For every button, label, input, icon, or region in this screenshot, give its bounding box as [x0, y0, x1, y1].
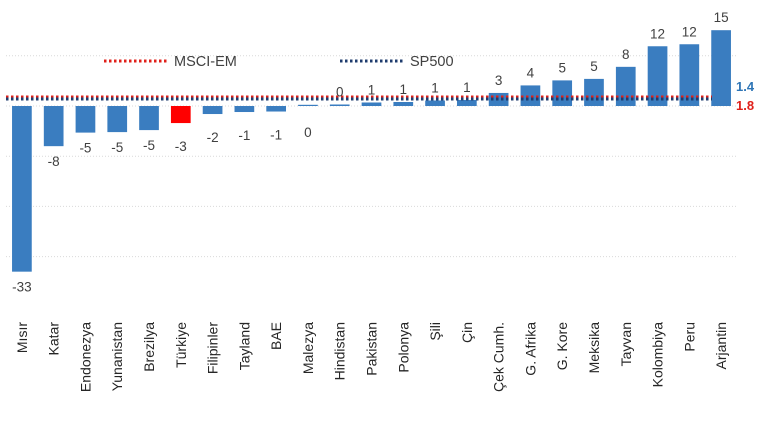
value-label-filipinler: -2 [207, 130, 219, 145]
value-label-polonya: 1 [400, 82, 408, 97]
value-label-pakistan: 1 [368, 82, 376, 97]
sp500-value-label: 1.4 [736, 79, 755, 94]
gridlines [6, 55, 737, 258]
bar-katar [43, 106, 64, 147]
value-label-malezya: 0 [304, 125, 312, 140]
category-label-cin: Çin [459, 322, 475, 343]
bar-arjantin [711, 30, 731, 107]
value-label-tayvan: 8 [622, 47, 630, 62]
bar-brezilya [139, 106, 159, 131]
bar-malezya [298, 104, 318, 106]
value-label-sili: 1 [431, 80, 439, 95]
bar-g-afrika [520, 85, 541, 106]
value-label-kolombiya: 12 [650, 26, 665, 41]
bar-kolombiya [647, 46, 668, 106]
category-label-bae: BAE [268, 322, 284, 350]
bar-polonya [393, 101, 414, 106]
value-label-turkiye: -3 [175, 139, 187, 154]
value-label-peru: 12 [682, 24, 697, 39]
value-label-tayland: -1 [238, 128, 250, 143]
bar-filipinler [202, 106, 223, 115]
reference-lines [6, 95, 712, 101]
bar-pakistan [361, 102, 382, 106]
value-labels: -33 -8 -5 -5 -5 -3 -2 -1 -1 0 0 1 1 1 1 3 4 5 5 8 12 12 15 [12, 10, 728, 294]
category-label-meksika: Meksika [586, 322, 602, 374]
category-label-polonya: Polonya [395, 322, 411, 373]
msci-em-value-label: 1.8 [736, 98, 754, 113]
category-label-kolombiya: Kolombiya [650, 322, 666, 388]
value-label-cin: 1 [463, 80, 471, 95]
category-label-misir: Mısır [14, 322, 30, 353]
bar-hindistan [329, 104, 350, 106]
value-label-hindistan: 0 [336, 84, 344, 99]
value-label-misir: -33 [12, 280, 32, 295]
bar-tayvan [615, 66, 636, 106]
category-label-brezilya: Brezilya [141, 322, 157, 372]
value-label-meksika: 5 [590, 59, 598, 74]
legend: MSCI-EM SP500 [104, 54, 454, 70]
category-label-peru: Peru [681, 322, 697, 352]
bar-yunanistan [107, 106, 128, 133]
category-label-g-kore: G. Kore [554, 322, 570, 370]
category-labels: Mısır Katar Endonezya Yunanistan Brezilya Tür… [14, 322, 729, 392]
category-label-cek-cumh: Çek Cumh. [491, 322, 507, 392]
value-label-katar: -8 [48, 154, 60, 169]
value-label-arjantin: 15 [714, 10, 729, 25]
bar-endonezya [75, 106, 96, 133]
value-label-cek-cumh: 3 [495, 73, 503, 88]
value-label-endonezya: -5 [79, 141, 91, 156]
bars [12, 30, 731, 272]
value-label-g-kore: 5 [558, 60, 566, 75]
value-label-brezilya: -5 [143, 138, 155, 153]
value-label-g-afrika: 4 [527, 65, 535, 80]
bar-cek-cumh [488, 92, 509, 106]
category-label-tayland: Tayland [236, 322, 252, 370]
category-label-katar: Katar [46, 322, 62, 356]
category-label-hindistan: Hindistan [332, 322, 348, 380]
bar-tayland [234, 106, 255, 113]
value-label-yunanistan: -5 [111, 140, 123, 155]
bar-g-kore [552, 80, 573, 106]
category-label-malezya: Malezya [300, 322, 316, 374]
category-label-arjantin: Arjantin [713, 322, 729, 369]
category-label-sili: Şili [427, 322, 443, 341]
category-label-endonezya: Endonezya [77, 322, 93, 392]
bar-cin [456, 99, 477, 106]
category-label-filipinler: Filipinler [205, 322, 221, 374]
bar-bae [266, 106, 287, 112]
bar-meksika [584, 78, 604, 106]
bar-sili [425, 100, 445, 106]
category-label-yunanistan: Yunanistan [109, 322, 125, 391]
legend-sp500-label: SP500 [410, 54, 454, 70]
category-label-pakistan: Pakistan [364, 322, 380, 376]
category-label-turkiye: Türkiye [173, 322, 189, 368]
value-label-bae: -1 [270, 128, 282, 143]
legend-msci-em-label: MSCI-EM [174, 54, 237, 70]
bar-turkiye [170, 106, 191, 124]
bar-peru [679, 44, 700, 106]
category-label-g-afrika: G. Afrika [522, 322, 538, 376]
category-label-tayvan: Tayvan [618, 322, 634, 366]
bar-misir [12, 106, 32, 272]
